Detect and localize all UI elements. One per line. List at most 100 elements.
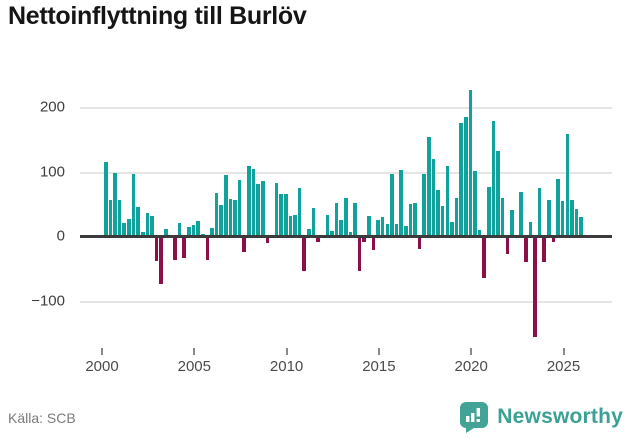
bar-negative bbox=[205, 237, 210, 260]
bar-positive bbox=[279, 194, 283, 237]
x-tick-mark bbox=[562, 348, 565, 355]
bar-positive bbox=[293, 215, 297, 237]
bar-negative bbox=[265, 237, 270, 244]
bar-positive bbox=[145, 213, 150, 237]
bar-positive bbox=[330, 231, 334, 237]
newsworthy-bubble-chart-icon bbox=[460, 402, 489, 433]
bar-positive bbox=[487, 186, 491, 237]
bar-positive bbox=[579, 217, 583, 237]
bar-positive bbox=[500, 198, 505, 237]
bar-negative bbox=[242, 237, 247, 252]
bar-positive bbox=[385, 224, 390, 237]
bar-positive bbox=[463, 117, 468, 237]
x-tick-label: 2005 bbox=[177, 358, 211, 375]
bar-positive bbox=[445, 166, 450, 237]
bar-positive bbox=[496, 151, 500, 237]
y-tick-label: 200 bbox=[39, 98, 65, 116]
bar-negative bbox=[357, 237, 362, 271]
bar-positive bbox=[247, 166, 251, 237]
x-tick-label: 2015 bbox=[362, 358, 396, 375]
bar-positive bbox=[565, 134, 570, 237]
bar-positive bbox=[560, 200, 565, 237]
bar-positive bbox=[163, 228, 168, 237]
bar-positive bbox=[376, 220, 380, 237]
bar-positive bbox=[307, 229, 311, 237]
y-tick-label: 100 bbox=[39, 163, 65, 181]
gridline bbox=[80, 300, 612, 303]
bar-positive bbox=[519, 191, 523, 237]
x-tick-label: 2020 bbox=[454, 358, 488, 375]
bar-positive bbox=[117, 200, 122, 237]
bar-negative bbox=[523, 237, 528, 262]
bar-positive bbox=[473, 171, 477, 237]
bar-positive bbox=[325, 215, 330, 237]
bar-positive bbox=[260, 180, 265, 237]
bar-positive bbox=[297, 187, 302, 237]
bar-negative bbox=[542, 237, 547, 263]
bar-negative bbox=[173, 237, 177, 261]
bar-positive bbox=[228, 198, 233, 237]
x-tick-mark bbox=[101, 348, 103, 355]
bar-positive bbox=[454, 198, 459, 237]
x-tick-mark bbox=[193, 348, 196, 355]
bar-positive bbox=[570, 200, 574, 237]
bar-positive bbox=[288, 216, 293, 237]
bar-positive bbox=[256, 184, 260, 237]
newsworthy-logo: Newsworthy bbox=[458, 401, 623, 433]
bar-positive bbox=[150, 216, 154, 237]
bar-positive bbox=[408, 204, 413, 237]
chart-title: Nettoinflyttning till Burlöv bbox=[8, 2, 307, 30]
bar-positive bbox=[547, 200, 551, 237]
bar-positive bbox=[399, 169, 403, 237]
bar-positive bbox=[219, 204, 223, 237]
x-tick-mark bbox=[377, 348, 380, 355]
bar-positive bbox=[348, 231, 353, 237]
bar-positive bbox=[413, 202, 417, 237]
bar-positive bbox=[196, 220, 200, 237]
plot-area: 200 100 0 −100 2000 2005 2010 2015 2020 2025 bbox=[31, 85, 612, 375]
bar-positive bbox=[104, 161, 108, 237]
bar-positive bbox=[311, 207, 316, 237]
bar-positive bbox=[403, 226, 408, 237]
bar-positive bbox=[140, 231, 145, 237]
bar-positive bbox=[390, 174, 394, 237]
bar-positive bbox=[214, 193, 219, 237]
x-tick-label: 2010 bbox=[269, 358, 304, 375]
bar-positive bbox=[510, 209, 514, 237]
bar-positive bbox=[436, 189, 440, 237]
bar-positive bbox=[339, 219, 343, 237]
bar-negative bbox=[154, 237, 159, 261]
bar-positive bbox=[528, 222, 533, 237]
bar-negative bbox=[482, 237, 487, 279]
bar-positive bbox=[450, 222, 454, 237]
bar-positive bbox=[343, 197, 348, 237]
bar-positive bbox=[422, 174, 427, 237]
bar-positive bbox=[556, 178, 560, 237]
gridline bbox=[80, 171, 612, 174]
bar-positive bbox=[468, 89, 473, 237]
bar-negative bbox=[159, 237, 163, 285]
bar-positive bbox=[380, 217, 385, 237]
bar-positive bbox=[108, 200, 113, 237]
bar-positive bbox=[274, 183, 279, 237]
bar-negative bbox=[362, 237, 367, 243]
bar-positive bbox=[431, 158, 436, 237]
x-axis-zero-line bbox=[80, 235, 612, 238]
bar-positive bbox=[574, 209, 579, 237]
source-label: Källa: SCB bbox=[8, 410, 76, 426]
bar-negative bbox=[302, 237, 307, 271]
bar-positive bbox=[131, 174, 136, 237]
bar-positive bbox=[367, 216, 371, 237]
bar-negative bbox=[371, 237, 376, 250]
bar-positive bbox=[283, 194, 288, 237]
y-tick-label: −100 bbox=[31, 292, 65, 310]
bar-positive bbox=[537, 187, 542, 237]
bar-negative bbox=[551, 237, 556, 243]
newsworthy-wordmark: Newsworthy bbox=[497, 405, 623, 428]
x-tick-mark bbox=[285, 348, 288, 355]
bar-positive bbox=[127, 218, 131, 237]
bar-positive bbox=[440, 206, 445, 237]
bar-positive bbox=[459, 122, 463, 237]
bar-positive bbox=[113, 172, 117, 237]
bar-positive bbox=[353, 203, 357, 237]
